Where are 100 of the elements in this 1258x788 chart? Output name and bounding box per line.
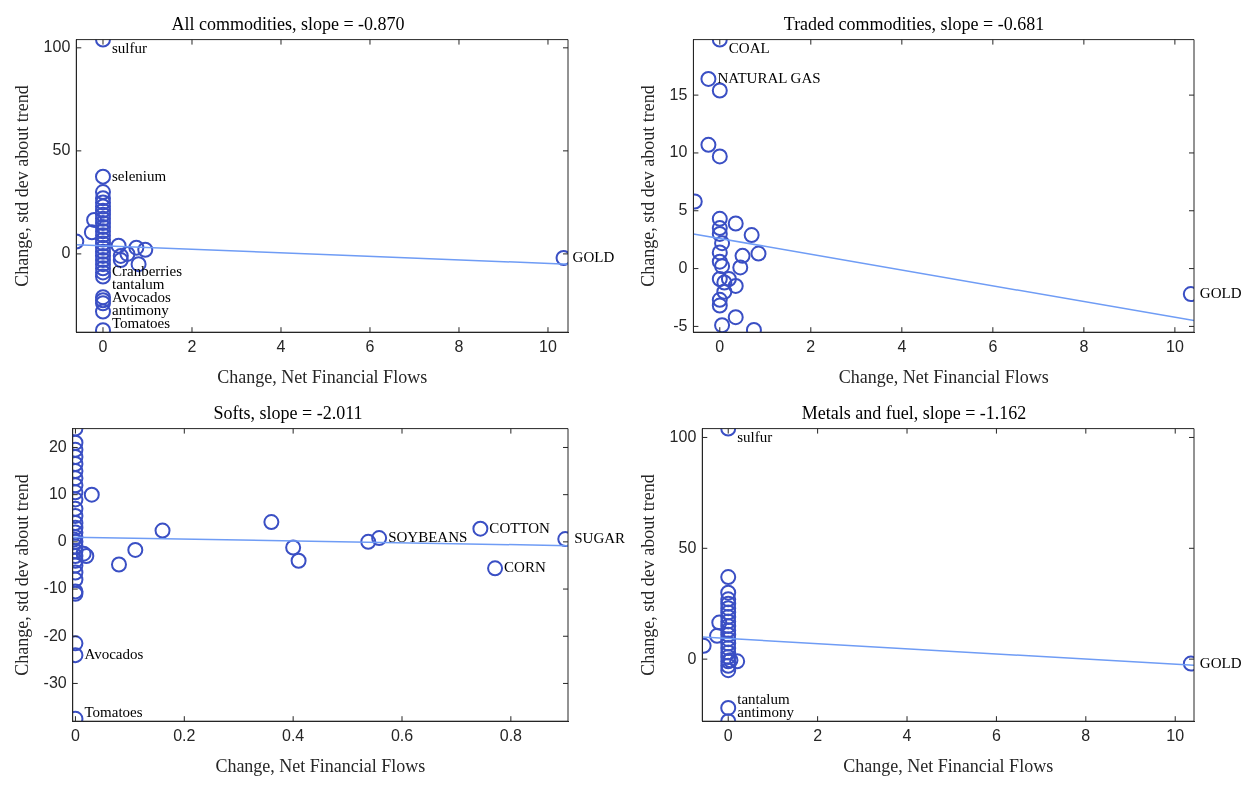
y-tick-label: 100 xyxy=(43,38,71,56)
point xyxy=(94,264,111,281)
point xyxy=(727,309,744,326)
point xyxy=(750,245,767,262)
point xyxy=(729,653,746,670)
point xyxy=(128,239,145,256)
point xyxy=(720,584,737,601)
point xyxy=(720,662,737,679)
point xyxy=(711,291,728,308)
y-tick-label: -20 xyxy=(43,626,67,644)
chart-title: Traded commodities, slope = -0.681 xyxy=(783,13,1045,34)
chart-title: All commodities, slope = -0.870 xyxy=(171,13,405,34)
point xyxy=(711,244,728,261)
point xyxy=(86,211,103,228)
x-tick-label: 10 xyxy=(1166,727,1185,745)
x-tick-label: 6 xyxy=(991,727,1001,745)
annotation: Tomatoes xyxy=(84,704,143,721)
point xyxy=(137,241,154,258)
point xyxy=(711,271,728,287)
y-tick-label: -30 xyxy=(43,673,67,691)
annotation: sulfur xyxy=(737,428,773,445)
y-tick-label: 0 xyxy=(57,532,67,550)
x-tick-label: 0.4 xyxy=(282,727,305,745)
x-tick-label: 10 xyxy=(539,338,557,356)
point xyxy=(94,198,111,215)
y-tick-label: 0 xyxy=(678,259,688,276)
annotation: SUGAR xyxy=(574,529,626,546)
point xyxy=(709,627,726,644)
point xyxy=(94,184,111,201)
x-tick-label: 0 xyxy=(98,338,108,356)
x-tick-label: 6 xyxy=(988,338,998,356)
annotation: CORN xyxy=(504,559,546,576)
point xyxy=(94,268,111,285)
x-tick-label: 0.2 xyxy=(173,727,196,745)
x-tick-label: 0.6 xyxy=(390,727,414,745)
x-tick-label: 2 xyxy=(806,338,816,356)
chart-title: Softs, slope = -2.011 xyxy=(213,402,363,423)
y-tick-label: 0 xyxy=(687,649,697,667)
point xyxy=(711,82,728,99)
point xyxy=(714,258,731,275)
point xyxy=(83,224,100,241)
point xyxy=(711,148,728,165)
y-axis-title: Change, std dev about trend xyxy=(637,85,658,287)
point xyxy=(720,699,737,716)
annotation: GOLD xyxy=(1199,654,1242,671)
point xyxy=(727,277,744,294)
annotation: GOLD xyxy=(1199,284,1242,301)
y-tick-label: 20 xyxy=(48,437,67,455)
y-tick-label: 10 xyxy=(48,485,67,503)
x-tick-label: 2 xyxy=(187,338,197,356)
point xyxy=(700,70,717,87)
x-tick-label: 4 xyxy=(276,338,286,356)
point xyxy=(714,317,731,333)
x-axis-title: Change, Net Financial Flows xyxy=(843,755,1054,776)
annotation: SOYBEANS xyxy=(388,529,468,546)
y-tick-label: 10 xyxy=(669,143,688,161)
y-axis-title: Change, std dev about trend xyxy=(11,474,32,676)
point xyxy=(711,225,728,242)
point xyxy=(119,245,136,262)
annotation: GOLD xyxy=(572,248,615,265)
point xyxy=(94,303,111,320)
x-axis-title: Change, Net Financial Flows xyxy=(217,366,428,387)
y-tick-label: 15 xyxy=(669,85,688,103)
y-axis-title: Change, std dev about trend xyxy=(637,474,658,676)
annotation: sulfur xyxy=(111,39,147,56)
y-tick-label: 50 xyxy=(52,141,71,159)
point xyxy=(700,136,717,153)
point xyxy=(94,190,111,207)
point xyxy=(716,283,733,300)
point xyxy=(727,215,744,232)
chart-title: Metals and fuel, slope = -1.162 xyxy=(801,402,1027,423)
x-tick-label: 0.8 xyxy=(499,727,523,745)
x-tick-label: 8 xyxy=(1079,338,1089,356)
point xyxy=(711,220,728,237)
point xyxy=(716,274,733,291)
point xyxy=(720,595,737,612)
annotation: selenium xyxy=(111,167,167,184)
point xyxy=(112,247,129,264)
point xyxy=(732,259,749,276)
annotation: COTTON xyxy=(489,519,551,536)
y-tick-label: -10 xyxy=(43,579,67,597)
x-tick-label: 10 xyxy=(1165,338,1184,356)
point xyxy=(720,569,737,586)
x-tick-label: 0 xyxy=(715,338,725,356)
point xyxy=(711,210,728,227)
annotation: Avocados xyxy=(84,646,144,663)
point xyxy=(94,168,111,185)
point xyxy=(711,253,728,270)
point xyxy=(720,600,737,617)
y-tick-label: 50 xyxy=(678,538,697,556)
point xyxy=(711,614,728,631)
y-tick-label: 100 xyxy=(669,427,697,445)
point xyxy=(720,591,737,608)
point xyxy=(94,260,111,277)
y-tick-label: 0 xyxy=(61,244,71,262)
y-axis-title: Change, std dev about trend xyxy=(11,85,32,287)
annotation: COAL xyxy=(728,39,770,56)
x-tick-label: 4 xyxy=(897,338,907,356)
point xyxy=(711,297,728,314)
point xyxy=(94,194,111,211)
